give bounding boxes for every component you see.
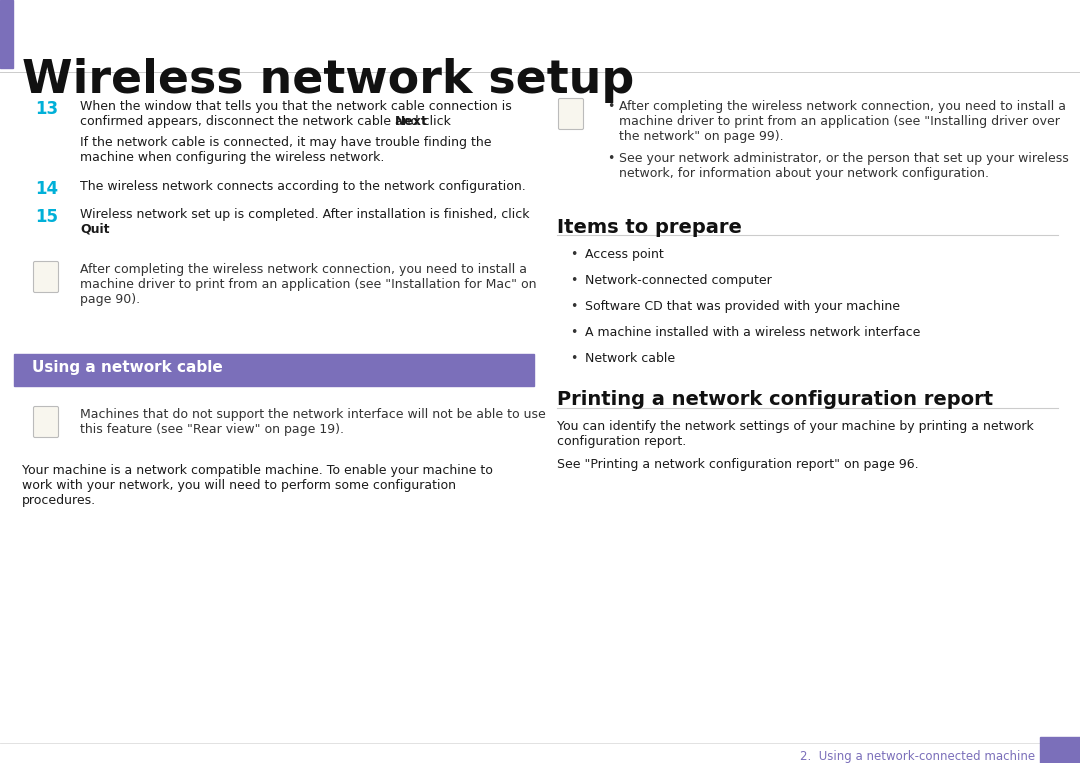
Text: 15: 15: [35, 208, 58, 226]
Text: Software CD that was provided with your machine: Software CD that was provided with your …: [585, 300, 900, 313]
Text: Quit: Quit: [80, 223, 109, 236]
Text: See "Printing a network configuration report" on page 96.: See "Printing a network configuration re…: [557, 458, 919, 471]
Text: •: •: [570, 274, 578, 287]
Text: The wireless network connects according to the network configuration.: The wireless network connects according …: [80, 180, 526, 193]
Text: If the network cable is connected, it may have trouble finding the: If the network cable is connected, it ma…: [80, 136, 491, 149]
Text: work with your network, you will need to perform some configuration: work with your network, you will need to…: [22, 479, 456, 492]
Text: network, for information about your network configuration.: network, for information about your netw…: [619, 167, 989, 180]
Text: •: •: [607, 152, 615, 165]
Text: Network-connected computer: Network-connected computer: [585, 274, 772, 287]
Text: .: .: [106, 223, 110, 236]
Text: •: •: [570, 326, 578, 339]
Text: 2.  Using a network-connected machine: 2. Using a network-connected machine: [800, 750, 1035, 763]
Text: •: •: [570, 248, 578, 261]
Text: configuration report.: configuration report.: [557, 435, 686, 448]
Text: Wireless network set up is completed. After installation is finished, click: Wireless network set up is completed. Af…: [80, 208, 529, 221]
Text: •: •: [607, 100, 615, 113]
Text: Access point: Access point: [585, 248, 664, 261]
Text: procedures.: procedures.: [22, 494, 96, 507]
Text: machine driver to print from an application (see "Installation for Mac" on: machine driver to print from an applicat…: [80, 278, 537, 291]
Text: Wireless network setup: Wireless network setup: [22, 58, 634, 103]
Text: •: •: [570, 300, 578, 313]
Text: After completing the wireless network connection, you need to install a: After completing the wireless network co…: [80, 263, 527, 276]
Text: page 90).: page 90).: [80, 293, 140, 306]
Text: Printing a network configuration report: Printing a network configuration report: [557, 390, 994, 409]
Text: the network" on page 99).: the network" on page 99).: [619, 130, 784, 143]
Text: 14: 14: [35, 180, 58, 198]
Text: Items to prepare: Items to prepare: [557, 218, 742, 237]
Text: Next: Next: [395, 115, 428, 128]
Text: •: •: [570, 352, 578, 365]
Text: this feature (see "Rear view" on page 19).: this feature (see "Rear view" on page 19…: [80, 423, 345, 436]
Bar: [14, 354, 534, 386]
Text: .: .: [426, 115, 429, 128]
Text: A machine installed with a wireless network interface: A machine installed with a wireless netw…: [585, 326, 920, 339]
Bar: [1040, 737, 1080, 763]
FancyBboxPatch shape: [558, 98, 583, 130]
Text: When the window that tells you that the network cable connection is: When the window that tells you that the …: [80, 100, 512, 113]
Text: Using a network cable: Using a network cable: [32, 360, 222, 375]
Text: machine driver to print from an application (see "Installing driver over: machine driver to print from an applicat…: [619, 115, 1059, 128]
Text: Network cable: Network cable: [585, 352, 675, 365]
Text: machine when configuring the wireless network.: machine when configuring the wireless ne…: [80, 151, 384, 164]
Text: You can identify the network settings of your machine by printing a network: You can identify the network settings of…: [557, 420, 1034, 433]
Bar: [0, 0, 13, 68]
Text: confirmed appears, disconnect the network cable and click: confirmed appears, disconnect the networ…: [80, 115, 455, 128]
Text: Machines that do not support the network interface will not be able to use: Machines that do not support the network…: [80, 408, 545, 421]
Text: 130: 130: [1047, 743, 1074, 756]
Text: Your machine is a network compatible machine. To enable your machine to: Your machine is a network compatible mac…: [22, 464, 492, 477]
Text: 13: 13: [35, 100, 58, 118]
FancyBboxPatch shape: [33, 407, 58, 437]
FancyBboxPatch shape: [33, 262, 58, 292]
Text: See your network administrator, or the person that set up your wireless: See your network administrator, or the p…: [619, 152, 1069, 165]
Text: After completing the wireless network connection, you need to install a: After completing the wireless network co…: [619, 100, 1066, 113]
